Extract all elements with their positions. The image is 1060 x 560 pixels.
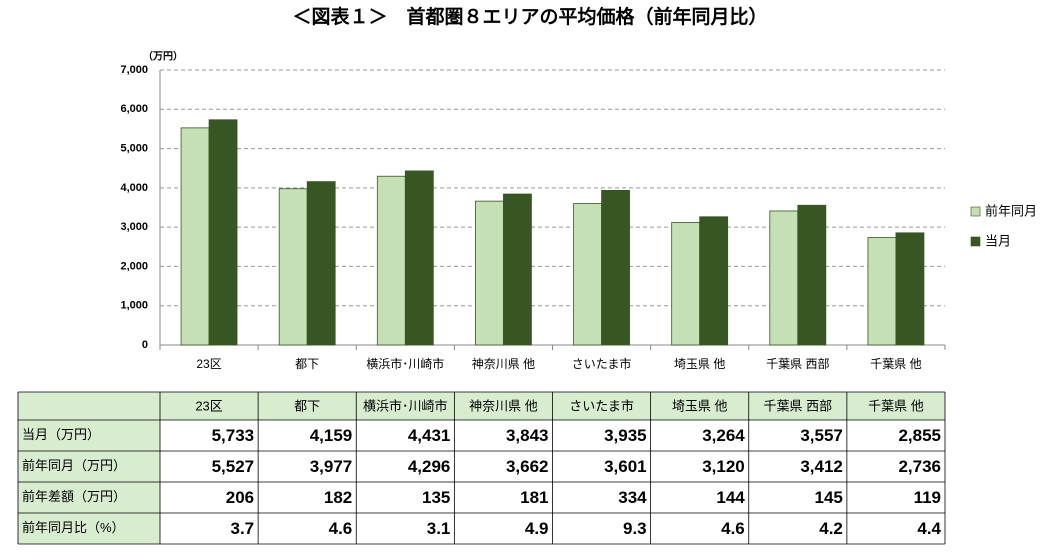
table-row-label: 当月（万円）	[22, 427, 100, 442]
table-cell: 5,527	[212, 457, 255, 476]
table-cell: 135	[422, 488, 450, 507]
bar	[208, 119, 238, 346]
y-tick-label: 4,000	[120, 182, 148, 194]
legend-label: 前年同月	[985, 203, 1037, 218]
table-cell: 4.2	[819, 519, 843, 538]
table-header-bg	[18, 392, 945, 420]
table-cell: 206	[226, 488, 254, 507]
bar	[671, 222, 701, 346]
bar	[306, 181, 336, 346]
table-cell: 3,601	[604, 457, 647, 476]
y-tick-label: 2,000	[120, 260, 148, 272]
table-cell: 119	[914, 488, 941, 507]
bar	[573, 203, 602, 346]
x-tick-label: 23区	[196, 357, 221, 371]
table-row-label: 前年同月（万円）	[22, 458, 126, 473]
table-header: 埼玉県 他	[672, 398, 728, 413]
table-cell: 4.6	[721, 519, 745, 538]
table-header: 横浜市･川崎市	[363, 398, 448, 413]
table-row-label: 前年同月比（%）	[22, 520, 125, 535]
table-header: 23区	[195, 398, 222, 413]
x-tick-label: 神奈川県 他	[472, 357, 535, 371]
y-tick-label: 0	[142, 339, 148, 351]
table-cell: 3,935	[604, 426, 647, 445]
bar	[278, 188, 308, 346]
table-cell: 3,557	[800, 426, 843, 445]
table-cell: 3.1	[427, 519, 451, 538]
table-cell: 3,662	[506, 457, 549, 476]
table-cell: 4.6	[329, 519, 353, 538]
x-tick-label: 都下	[295, 357, 319, 371]
x-tick-label: 横浜市･川崎市	[366, 356, 444, 371]
table-header: 都下	[294, 398, 320, 413]
table-header: 神奈川県 他	[469, 398, 538, 413]
table-cell: 144	[716, 488, 745, 507]
table-cell: 2,855	[898, 426, 941, 445]
legend-label: 当月	[985, 233, 1011, 248]
y-tick-label: 3,000	[120, 221, 148, 233]
table-cell: 3,843	[506, 426, 549, 445]
x-tick-label: さいたま市	[572, 356, 632, 371]
table-cell: 4.4	[917, 519, 941, 538]
table-header: 千葉県 西部	[764, 398, 833, 413]
bar	[699, 216, 729, 346]
table-cell: 9.3	[623, 519, 647, 538]
bar	[475, 200, 504, 346]
table-cell: 2,736	[898, 457, 941, 476]
table-cell: 5,733	[212, 426, 255, 445]
x-tick-label: 千葉県 西部	[766, 356, 829, 371]
bar	[797, 204, 827, 346]
table-cell: 334	[618, 488, 647, 507]
table-header: さいたま市	[569, 398, 634, 413]
table-cell: 3,412	[800, 457, 843, 476]
y-tick-label: 6,000	[120, 103, 148, 115]
legend-swatch	[970, 206, 981, 217]
bar	[376, 175, 406, 346]
table-label-bg	[18, 392, 160, 544]
legend-swatch	[970, 236, 981, 247]
bar	[769, 210, 799, 346]
bar	[180, 127, 210, 346]
y-tick-label: 7,000	[120, 64, 148, 76]
bar	[503, 193, 532, 346]
bar	[867, 237, 897, 346]
y-tick-label: 1,000	[120, 300, 148, 312]
x-tick-label: 千葉県 他	[870, 357, 921, 371]
table-cell: 3,264	[702, 426, 745, 445]
bar	[601, 190, 630, 346]
table-cell: 3,120	[702, 457, 745, 476]
bar	[404, 170, 434, 346]
table-cell: 145	[815, 488, 843, 507]
table-cell: 4.9	[525, 519, 549, 538]
table-cell: 181	[520, 488, 548, 507]
table-cell: 3,977	[310, 457, 353, 476]
table-cell: 4,296	[408, 457, 451, 476]
chart-title: ＜図表１＞ 首都圏８エリアの平均価格（前年同月比）	[292, 5, 767, 28]
table-cell: 182	[324, 488, 352, 507]
bar	[895, 232, 925, 346]
table-cell: 3.7	[230, 519, 254, 538]
table-cell: 4,431	[408, 426, 451, 445]
y-axis-unit: （万円）	[143, 50, 183, 63]
x-tick-label: 埼玉県 他	[674, 357, 725, 371]
y-tick-label: 5,000	[120, 142, 148, 154]
table-cell: 4,159	[310, 426, 353, 445]
table-header: 千葉県 他	[868, 398, 924, 413]
table-row-label: 前年差額（万円）	[22, 489, 126, 504]
